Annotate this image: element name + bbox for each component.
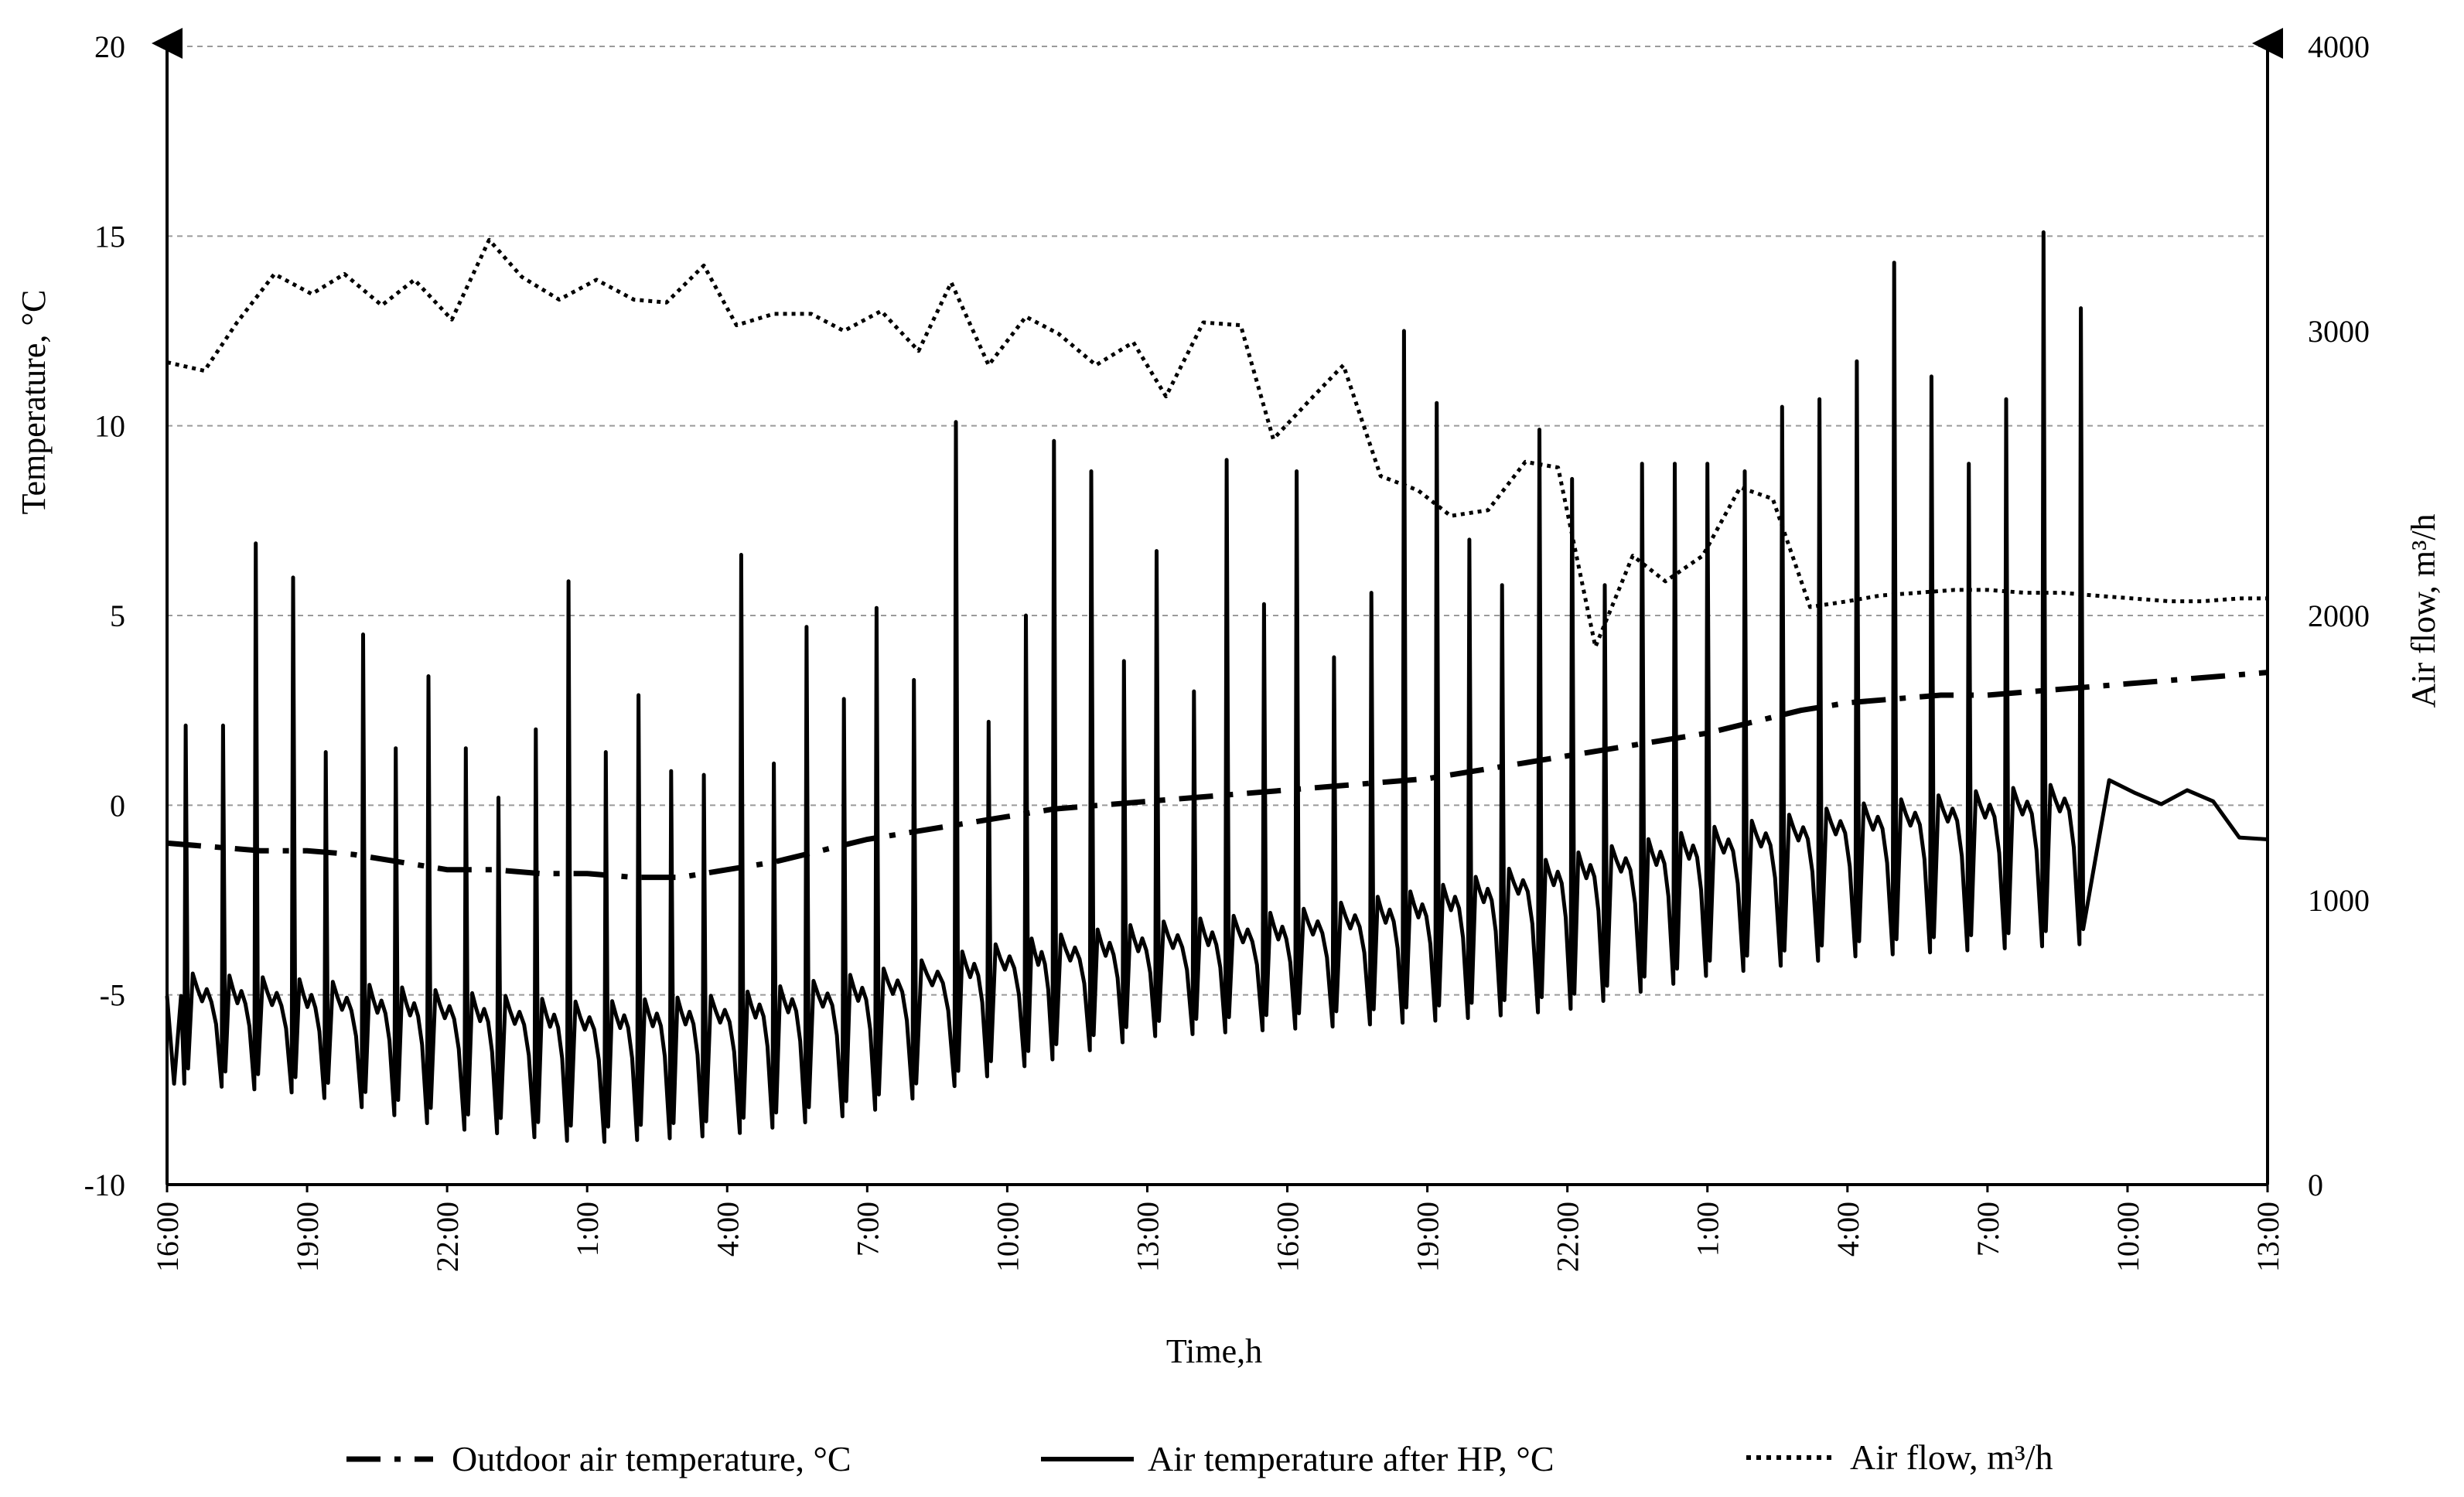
y2-tick-label: 3000 [2308,314,2370,349]
y-tick-label: 10 [94,409,125,444]
y2-axis-title: Air flow, m³/h [2404,513,2442,708]
legend-outdoor-label: Outdoor air temperature, °C [452,1439,851,1478]
x-tick-label: 7:00 [1971,1202,2005,1257]
x-tick-label: 1:00 [570,1202,605,1257]
y2-tick-label: 4000 [2308,29,2370,64]
y2-tick-label: 0 [2308,1168,2323,1202]
y2-tick-label: 1000 [2308,883,2370,918]
y-axis-title: Temperature, °C [15,290,53,515]
y-tick-label: 20 [94,29,125,64]
x-tick-label: 10:00 [2111,1202,2145,1272]
x-tick-label: 16:00 [1271,1202,1305,1272]
x-tick-label: 13:00 [2251,1202,2285,1272]
x-tick-label: 16:00 [150,1202,185,1272]
x-tick-label: 19:00 [1411,1202,1445,1272]
x-tick-label: 7:00 [850,1202,885,1257]
y2-tick-label: 2000 [2308,598,2370,633]
series-layer [165,230,2268,1144]
y-tick-label: 5 [110,598,125,633]
x-tick-label: 19:00 [290,1202,325,1272]
x-tick-label: 13:00 [1130,1202,1165,1272]
x-tick-label: 22:00 [1551,1202,1585,1272]
x-axis-title: Time,h [1166,1332,1262,1370]
outdoor-temp-series-line [166,670,2268,881]
axis-layer [152,28,2283,1186]
y-tick-label: -10 [84,1168,125,1202]
x-tick-label: 10:00 [990,1202,1025,1272]
y-tick-label: 0 [110,788,125,823]
tick-layer: 20 15 10 5 0 -5 -10 4000 3000 2000 1000 0 16:00 19:00… [84,29,2370,1272]
after-hp-temp-series-line [165,230,2268,1144]
airflow-series-line [166,237,2268,649]
x-tick-label: 1:00 [1691,1202,1725,1257]
legend: Outdoor air temperature, °C Air temperat… [346,1437,2053,1478]
x-tick-label: 4:00 [710,1202,745,1257]
y-tick-label: 15 [94,219,125,254]
legend-after-hp-label: Air temperature after HP, °C [1148,1439,1555,1478]
legend-airflow-label: Air flow, m³/h [1850,1437,2053,1477]
y-tick-label: -5 [100,978,125,1013]
grid-layer [167,46,2268,996]
x-tick-label: 22:00 [430,1202,465,1272]
x-tick-label: 4:00 [1831,1202,1865,1257]
